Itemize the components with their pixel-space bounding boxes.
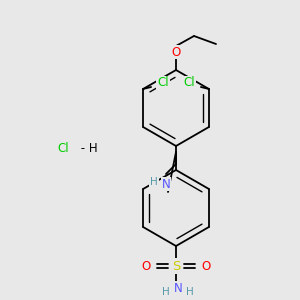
Text: O: O <box>171 46 181 59</box>
Text: S: S <box>172 260 180 272</box>
Text: - H: - H <box>77 142 98 155</box>
Text: O: O <box>201 260 211 272</box>
Text: N: N <box>162 178 170 190</box>
Text: H: H <box>186 287 194 297</box>
Text: Cl: Cl <box>57 142 69 155</box>
Text: Cl: Cl <box>183 76 195 89</box>
Text: H: H <box>162 287 170 297</box>
Text: O: O <box>141 260 151 272</box>
Text: H: H <box>150 177 158 187</box>
Text: N: N <box>174 281 182 295</box>
Text: Cl: Cl <box>157 76 169 89</box>
